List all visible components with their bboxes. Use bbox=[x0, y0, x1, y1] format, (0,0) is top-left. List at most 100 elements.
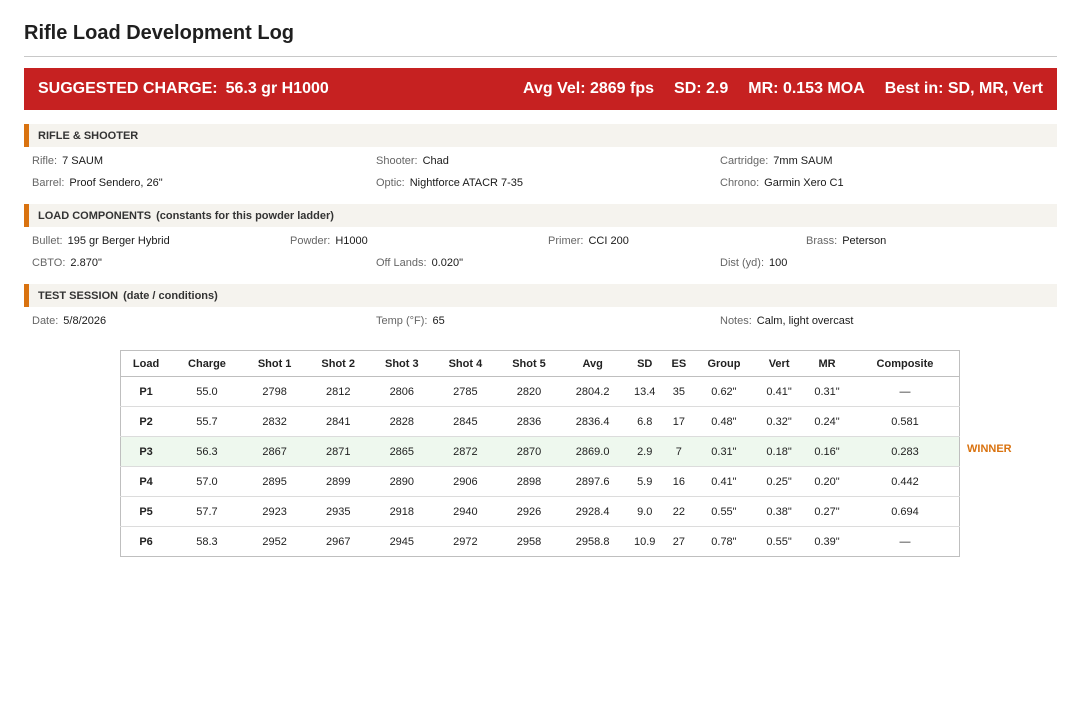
field-chrono: Chrono: Garmin Xero C1 bbox=[720, 177, 844, 189]
field-rifle: Rifle: 7 SAUM bbox=[32, 155, 103, 167]
table-cell: 2836 bbox=[497, 406, 561, 437]
field-cbto-value: 2.870" bbox=[70, 257, 102, 269]
field-date-value: 5/8/2026 bbox=[63, 315, 107, 327]
table-cell: 0.18" bbox=[755, 436, 804, 467]
table-cell: 2923 bbox=[242, 496, 307, 527]
table-cell: 56.3 bbox=[171, 436, 243, 467]
field-brass-value: Peterson bbox=[842, 235, 887, 247]
field-rifle-value: 7 SAUM bbox=[62, 155, 104, 167]
field-chrono-value: Garmin Xero C1 bbox=[764, 177, 844, 189]
table-cell: 2872 bbox=[433, 436, 498, 467]
header-group: Group bbox=[692, 350, 756, 377]
table-cell: 55.0 bbox=[171, 376, 243, 407]
table-cell: 2926 bbox=[497, 496, 561, 527]
field-barrel-label: Barrel: bbox=[32, 177, 65, 189]
table-cell: 0.27" bbox=[803, 496, 851, 527]
table-cell: 5.9 bbox=[624, 466, 665, 497]
header-load: Load bbox=[120, 350, 172, 377]
table-cell: 2895 bbox=[242, 466, 307, 497]
table-cell: 2798 bbox=[242, 376, 307, 407]
header-shot-2: Shot 2 bbox=[306, 350, 371, 377]
table-cell: 0.41" bbox=[692, 466, 756, 497]
field-brass-label: Brass: bbox=[806, 235, 838, 247]
table-cell: 6.8 bbox=[624, 406, 665, 437]
table-cell: 27 bbox=[672, 535, 685, 548]
table-cell: 0.62" bbox=[692, 376, 756, 407]
table-cell: 2906 bbox=[433, 466, 498, 497]
section-rifle-shooter: RIFLE & SHOOTER bbox=[24, 124, 1057, 147]
table-cell: 58.3 bbox=[196, 535, 218, 548]
table-cell: 2940 bbox=[433, 496, 498, 527]
field-optic-label: Optic: bbox=[376, 177, 405, 189]
table-cell-load: P6 bbox=[139, 535, 153, 548]
table-cell: 2870 bbox=[497, 436, 561, 467]
table-cell-load: P2 bbox=[120, 406, 172, 437]
field-temperature-label: Temp (°F): bbox=[376, 315, 428, 327]
table-cell: 0.16" bbox=[803, 436, 851, 467]
table-row: P6 58.3 2952 2967 2945 2972 2958 2958.8 10.9 27 0.… bbox=[121, 527, 960, 557]
header-avg: Avg bbox=[560, 350, 625, 377]
field-bullet: Bullet: 195 gr Berger Hybrid bbox=[32, 235, 170, 247]
table-cell-load: P5 bbox=[120, 496, 172, 527]
page-title: Rifle Load Development Log bbox=[24, 22, 295, 44]
field-temperature-value: 65 bbox=[432, 315, 445, 327]
table-cell: 0.41" bbox=[755, 376, 804, 407]
table-cell: 0.581 bbox=[850, 406, 960, 437]
field-temperature: Temp (°F): 65 bbox=[376, 315, 445, 327]
field-shooter-value: Chad bbox=[422, 155, 449, 167]
table-cell: 0.48" bbox=[692, 406, 756, 437]
field-notes-value: Calm, light overcast bbox=[756, 315, 854, 327]
table-cell: 0.78" bbox=[711, 535, 737, 548]
table-cell: 2972 bbox=[453, 535, 478, 548]
table-cell: 0.20" bbox=[803, 466, 851, 497]
table-row: P3 56.3 2867 2871 2865 2872 2870 2869.0 2.9 7 0.31… bbox=[120, 436, 960, 467]
table-cell: 2869.0 bbox=[560, 436, 625, 467]
table-cell: 16 bbox=[664, 466, 693, 497]
table-cell: 7 bbox=[664, 436, 693, 467]
field-cbto: CBTO: 2.870" bbox=[32, 257, 102, 269]
field-off-lands: Off Lands: 0.020" bbox=[376, 257, 463, 269]
standard-deviation: SD: 2.9 bbox=[674, 80, 729, 97]
table-cell: 2958.8 bbox=[575, 535, 610, 548]
header-shot-3: Shot 3 bbox=[370, 350, 434, 377]
field-primer: Primer: CCI 200 bbox=[548, 235, 629, 247]
mean-radius: MR: 0.153 MOA bbox=[748, 80, 865, 97]
avg-velocity: Avg Vel: 2869 fps bbox=[523, 80, 655, 97]
header-shot-4: Shot 4 bbox=[433, 350, 498, 377]
table-row: P2 55.7 2832 2841 2828 2845 2836 2836.4 6.8 17 0.4… bbox=[120, 406, 960, 437]
table-body: P1 55.0 2798 2812 2806 2785 2820 2804.2 13.4 35 0.… bbox=[120, 376, 960, 557]
table-cell: 0.694 bbox=[850, 496, 960, 527]
table-cell: 2841 bbox=[306, 406, 371, 437]
header-mr: MR bbox=[803, 350, 851, 377]
field-cbto-label: CBTO: bbox=[32, 257, 66, 269]
table-cell: 2832 bbox=[242, 406, 307, 437]
table-cell: 17 bbox=[664, 406, 693, 437]
section-test-session: TEST SESSION (date / conditions) bbox=[24, 284, 1057, 307]
table-cell: 2806 bbox=[370, 376, 434, 407]
field-distance: Dist (yd): 100 bbox=[720, 257, 787, 269]
table-cell-load: P3 bbox=[120, 436, 172, 467]
load-results-table: Load Charge Shot 1 Shot 2 Shot 3 Shot 4 … bbox=[120, 350, 960, 557]
field-cartridge-value: 7mm SAUM bbox=[773, 155, 833, 167]
table-cell: 0.39" bbox=[814, 535, 840, 548]
title-divider bbox=[24, 56, 1057, 57]
field-bullet-value: 195 gr Berger Hybrid bbox=[67, 235, 170, 247]
field-barrel: Barrel: Proof Sendero, 26" bbox=[32, 177, 163, 189]
section-rifle-shooter-title: RIFLE & SHOOTER bbox=[38, 129, 139, 142]
table-cell: 0.31" bbox=[692, 436, 756, 467]
table-cell: 2897.6 bbox=[560, 466, 625, 497]
table-cell: 2871 bbox=[306, 436, 371, 467]
field-optic-value: Nightforce ATACR 7-35 bbox=[409, 177, 524, 189]
table-cell: 22 bbox=[664, 496, 693, 527]
table-cell: 10.9 bbox=[634, 535, 656, 548]
table-cell: 2935 bbox=[306, 496, 371, 527]
table-cell: 2865 bbox=[370, 436, 434, 467]
field-off-lands-label: Off Lands: bbox=[376, 257, 427, 269]
field-distance-value: 100 bbox=[769, 257, 788, 269]
table-cell: 2812 bbox=[306, 376, 371, 407]
field-off-lands-value: 0.020" bbox=[431, 257, 463, 269]
field-primer-value: CCI 200 bbox=[588, 235, 629, 247]
field-chrono-label: Chrono: bbox=[720, 177, 760, 189]
table-cell: 2928.4 bbox=[560, 496, 625, 527]
best-in: Best in: SD, MR, Vert bbox=[884, 80, 1043, 97]
